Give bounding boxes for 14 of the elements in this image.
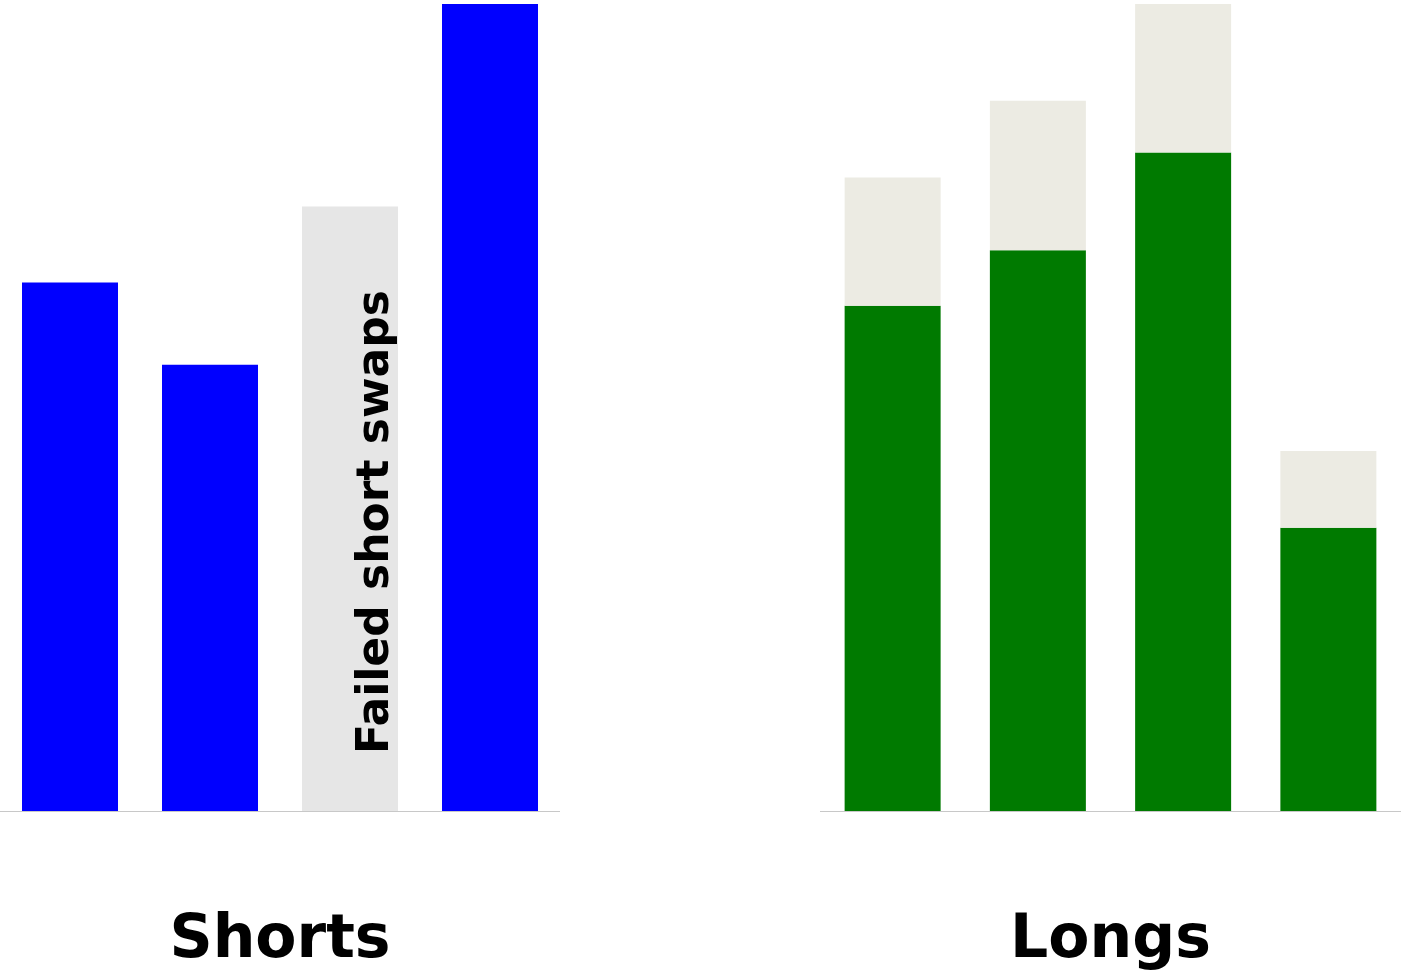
bar (1280, 451, 1377, 528)
bar (844, 177, 941, 306)
x-axis-title: Longs (1010, 901, 1211, 971)
bar (844, 305, 941, 811)
bar (442, 4, 538, 811)
bar (989, 100, 1086, 251)
bar (989, 250, 1086, 811)
bar (1280, 527, 1377, 811)
bar (22, 282, 118, 811)
x-axis-title: Shorts (169, 901, 391, 971)
bar (162, 364, 258, 811)
bar (1135, 152, 1232, 811)
bar (1135, 4, 1232, 153)
annotation: Failed short swaps (346, 290, 398, 754)
